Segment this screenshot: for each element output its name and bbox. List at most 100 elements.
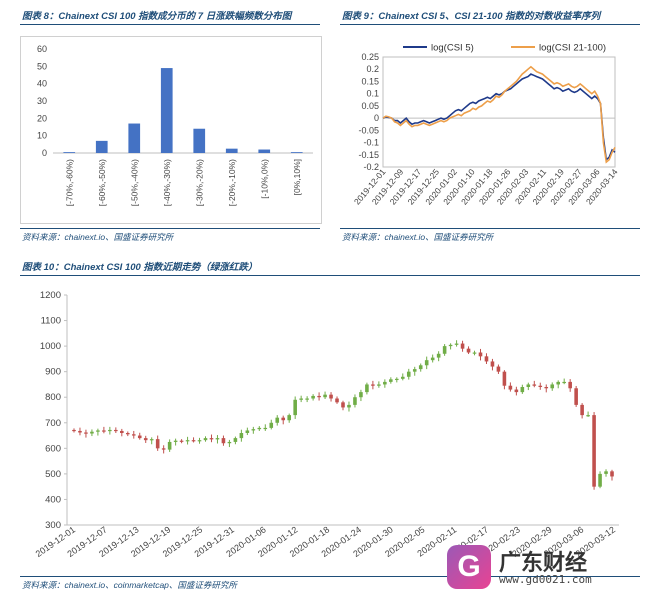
fig10-candle-body [96,430,100,432]
fig10-candle-body [269,422,274,428]
fig9-caption: 图表 9：Chainext CSI 5、CSI 21-100 指数的对数收益率序… [342,11,601,22]
fig8-ytick-label: 60 [37,44,47,54]
fig10-ytick-label: 400 [45,494,61,505]
fig10-ytick-label: 600 [45,443,61,454]
fig9-plot-frame [382,56,616,168]
fig10-source: 资料来源：chainext.io、coinmarketcap、国盛证券研究所 [22,580,237,590]
fig10-candle-body [275,417,280,423]
fig10-candle-body [341,402,345,408]
fig10-candle-body [586,415,590,417]
fig8-bar [160,68,173,153]
fig8-ytick-label: 10 [37,131,47,141]
fig10-candle-body [179,440,184,442]
fig10-candle-body [287,415,291,421]
fig8-source-rule [20,228,320,229]
fig9-source: 资料来源：chainext.io、国盛证券研究所 [342,232,494,242]
fig10-candle-body [215,438,220,440]
fig10-candle-body [574,388,578,405]
fig10-candle-body [149,439,154,441]
fig10-source-rule [20,576,640,577]
fig9-ytick-label: 0.2 [366,64,379,74]
fig10-candle-body [108,429,112,432]
fig8-bar [128,123,141,153]
fig10-ytick-label: 700 [45,418,61,429]
fig8-ytick-label: 50 [37,61,47,71]
fig10-candle-body [335,398,339,403]
fig8-ytick-label: 0 [42,148,47,158]
fig9-ytick-label: 0 [374,113,379,123]
fig10-candle-body [538,385,543,387]
fig10-candle-body [227,441,232,444]
fig10-candle-body [359,392,363,398]
fig10-candle-body [251,429,256,431]
watermark-url: www.gd0021.com [499,573,592,586]
fig10-candle-body [377,384,381,386]
fig10-candle-body [167,441,172,450]
fig8-xtick-label: [-30%,-20%) [194,159,204,206]
fig10-candle-body [424,360,429,366]
fig10-candle-body [203,438,208,441]
fig9-line-chart: 0.25 0.2 0.15 0.1 0.05 0 -0.05 -0.1 -0.15 -0.2 log… [352,43,620,207]
fig10-candle-body [293,399,297,416]
fig8-xtick-label: [-40%,-30%) [162,159,172,206]
fig10-candle-body [155,439,160,449]
fig10-candle-body [532,384,537,386]
fig10-candle-body [257,427,262,430]
fig10-candle-body [448,344,453,347]
fig10-candle-body [120,430,124,433]
fig10-candle-body [185,440,190,442]
fig10-candle-body [263,427,268,430]
fig9-chart-panel: 0.25 0.2 0.15 0.1 0.05 0 -0.05 -0.1 -0.15 -0.2 log… [340,30,642,224]
fig10-candle-body [317,395,321,398]
fig10-candle-body [592,415,596,487]
fig10-candle-body [233,438,238,442]
fig8-ytick-label: 30 [37,96,47,106]
fig10-candle-body [353,397,357,405]
fig10-candle-body [389,379,393,382]
fig10-ytick-label: 1200 [40,290,61,301]
fig10-candle-body [114,429,118,432]
fig9-ytick-label: -0.1 [363,138,379,148]
fig10-candle-body [173,440,178,442]
fig10-candle-body [472,352,477,354]
fig10-candle-body [580,404,584,416]
fig10-candle-body [131,434,136,436]
fig10-candle-body [514,389,519,393]
fig10-candle-body [72,429,76,432]
fig10-candle-body [84,432,88,434]
fig10-candle-body [430,357,435,361]
fig8-bar [290,152,303,153]
fig9-ytick-label: 0.25 [361,52,379,62]
fig10-candle-body [102,430,106,432]
fig9-ytick-label: 0.1 [366,89,379,99]
fig10-candle-body [436,353,441,358]
fig10-candle-body [221,438,226,444]
fig10-candle-body [508,385,513,390]
fig8-chart-panel: 0 10 20 30 40 50 60 [-70%,-60%) [-60%,-50%) [-50%… [20,36,322,224]
fig10-ytick-label: 500 [45,469,61,480]
fig8-caption: 图表 8：Chainext CSI 100 指数成分币的 7 日涨跌幅频数分布图 [22,11,292,22]
fig10-candle-body [460,343,465,349]
fig10-candle-body [191,440,196,442]
fig10-candle-body [347,404,351,408]
fig10-caption: 图表 10：Chainext CSI 100 指数近期走势（绿涨红跌） [22,262,258,273]
fig8-xtick-label: [-60%,-50%) [97,159,107,206]
watermark-name: 广东财经 [499,550,588,575]
fig10-ytick-label: 800 [45,392,61,403]
fig10-candle-body [125,433,130,435]
fig10-ytick-label: 1000 [40,341,61,352]
fig10-candle-body [365,384,369,393]
watermark-logo: G [447,545,491,589]
fig8-xtick-label: [-50%,-40%) [129,159,139,206]
fig10-candle-body [406,371,411,377]
fig10-candle-body [490,361,495,367]
fig10-candle-body [454,343,459,345]
fig8-xtick-label: [-10%,0%) [259,159,269,199]
fig10-ytick-label: 300 [45,520,61,531]
fig8-ytick-label: 20 [37,113,47,123]
fig8-caption-rule [20,24,320,25]
fig10-candle-body [502,371,507,386]
fig8-xtick-label: [-20%,-10%) [227,159,237,206]
fig10-candle-body [550,384,555,389]
fig10-candle-body [311,395,315,399]
